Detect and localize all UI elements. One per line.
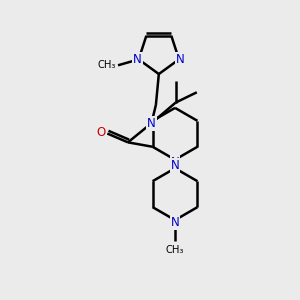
Text: O: O xyxy=(97,125,106,139)
Text: N: N xyxy=(171,216,179,229)
Text: N: N xyxy=(171,156,179,169)
Text: CH₃: CH₃ xyxy=(166,244,184,254)
Text: N: N xyxy=(171,159,179,172)
Text: N: N xyxy=(133,53,142,66)
Text: N: N xyxy=(176,53,185,66)
Text: N: N xyxy=(147,117,156,130)
Text: CH₃: CH₃ xyxy=(98,60,116,70)
